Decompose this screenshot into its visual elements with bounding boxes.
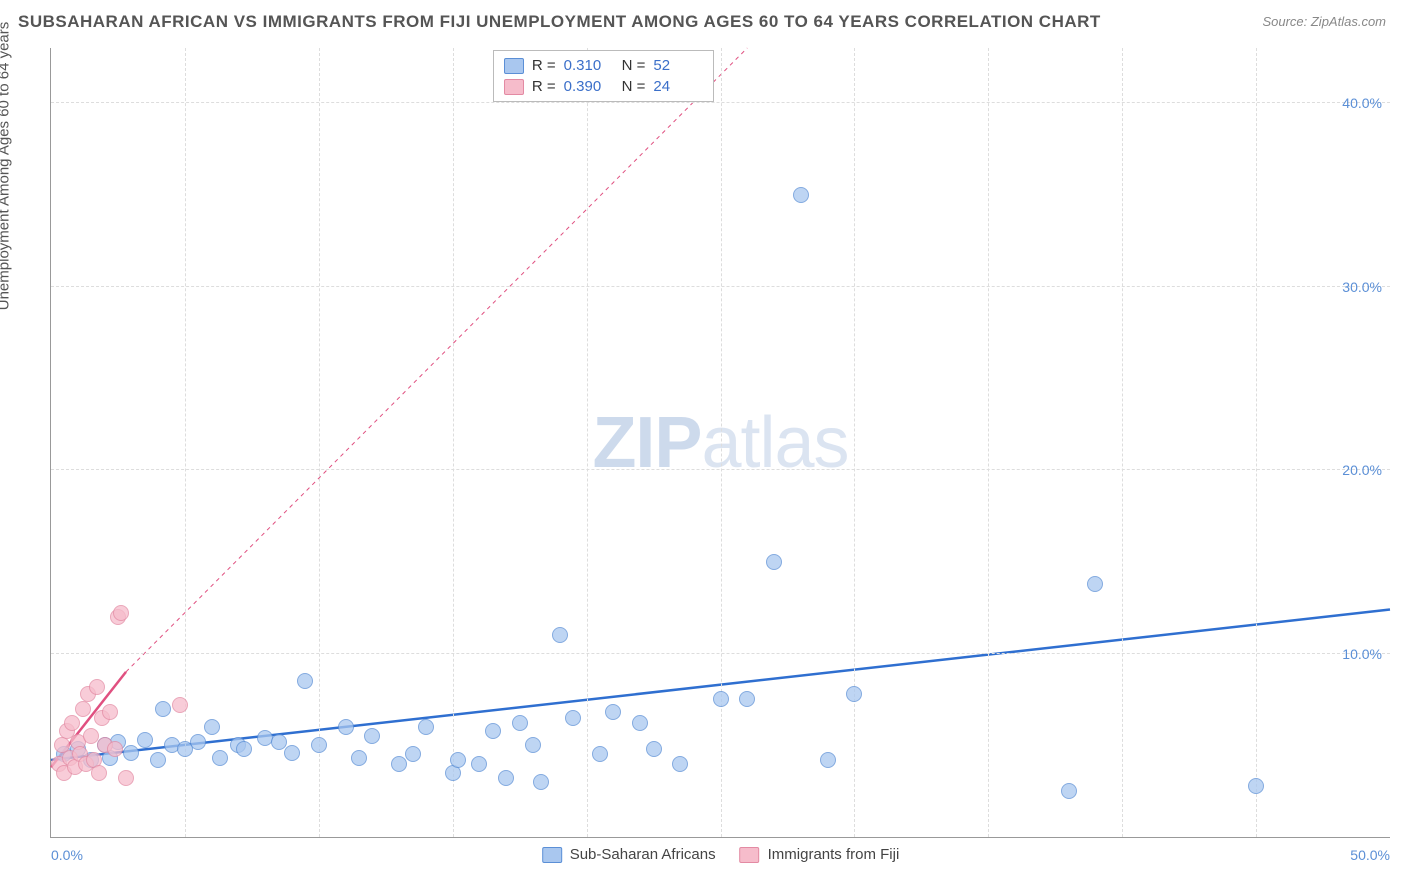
gridline-v	[854, 48, 855, 837]
scatter-point	[766, 554, 782, 570]
scatter-point	[552, 627, 568, 643]
scatter-point	[91, 765, 107, 781]
gridline-v	[1256, 48, 1257, 837]
scatter-point	[364, 728, 380, 744]
gridline-v	[988, 48, 989, 837]
scatter-point	[713, 691, 729, 707]
scatter-point	[212, 750, 228, 766]
legend-n-label: N =	[622, 78, 646, 95]
scatter-point	[605, 704, 621, 720]
scatter-point	[418, 719, 434, 735]
scatter-point	[351, 750, 367, 766]
y-axis-label: Unemployment Among Ages 60 to 64 years	[0, 22, 13, 311]
scatter-point	[646, 741, 662, 757]
scatter-point	[485, 723, 501, 739]
scatter-point	[820, 752, 836, 768]
scatter-point	[284, 745, 300, 761]
legend-series-name: Immigrants from Fiji	[768, 846, 900, 863]
legend-series-name: Sub-Saharan Africans	[570, 846, 716, 863]
legend-r-value: 0.390	[564, 78, 614, 95]
scatter-point	[107, 741, 123, 757]
y-tick-label: 30.0%	[1342, 279, 1382, 295]
legend-swatch	[542, 847, 562, 863]
legend-n-value: 24	[653, 78, 703, 95]
chart-title: SUBSAHARAN AFRICAN VS IMMIGRANTS FROM FI…	[18, 12, 1101, 32]
scatter-point	[1087, 576, 1103, 592]
legend-swatch	[504, 58, 524, 74]
scatter-point	[592, 746, 608, 762]
scatter-point	[297, 673, 313, 689]
gridline-v	[1122, 48, 1123, 837]
scatter-point	[1248, 778, 1264, 794]
scatter-point	[64, 715, 80, 731]
scatter-point	[271, 734, 287, 750]
scatter-point	[405, 746, 421, 762]
scatter-point	[204, 719, 220, 735]
scatter-point	[565, 710, 581, 726]
gridline-v	[453, 48, 454, 837]
scatter-point	[172, 697, 188, 713]
legend-correlation-box: R = 0.310 N = 52 R = 0.390 N = 24	[493, 50, 715, 102]
legend-series-item: Sub-Saharan Africans	[542, 846, 716, 863]
y-tick-label: 40.0%	[1342, 95, 1382, 111]
legend-r-value: 0.310	[564, 57, 614, 74]
gridline-v	[319, 48, 320, 837]
gridline-v	[587, 48, 588, 837]
scatter-point	[75, 701, 91, 717]
y-tick-label: 20.0%	[1342, 462, 1382, 478]
legend-series: Sub-Saharan Africans Immigrants from Fiji	[542, 846, 900, 863]
trend-line-extension	[126, 48, 747, 672]
legend-n-value: 52	[653, 57, 703, 74]
scatter-point	[113, 605, 129, 621]
legend-series-item: Immigrants from Fiji	[740, 846, 900, 863]
scatter-point	[155, 701, 171, 717]
watermark-bold: ZIP	[592, 403, 701, 483]
legend-row: R = 0.310 N = 52	[504, 55, 704, 76]
scatter-point	[1061, 783, 1077, 799]
legend-n-label: N =	[622, 57, 646, 74]
legend-r-label: R =	[532, 78, 556, 95]
scatter-point	[118, 770, 134, 786]
source-label: Source: ZipAtlas.com	[1262, 14, 1386, 29]
legend-swatch	[740, 847, 760, 863]
scatter-point	[137, 732, 153, 748]
scatter-point	[89, 679, 105, 695]
legend-row: R = 0.390 N = 24	[504, 76, 704, 97]
x-tick-label: 50.0%	[1350, 847, 1390, 863]
legend-r-label: R =	[532, 57, 556, 74]
scatter-point	[525, 737, 541, 753]
y-tick-label: 10.0%	[1342, 646, 1382, 662]
scatter-point	[123, 745, 139, 761]
scatter-point	[150, 752, 166, 768]
scatter-point	[338, 719, 354, 735]
legend-swatch	[504, 79, 524, 95]
scatter-point	[739, 691, 755, 707]
scatter-point	[236, 741, 252, 757]
scatter-point	[311, 737, 327, 753]
x-tick-label: 0.0%	[51, 847, 83, 863]
scatter-point	[793, 187, 809, 203]
scatter-point	[498, 770, 514, 786]
gridline-v	[185, 48, 186, 837]
scatter-point	[672, 756, 688, 772]
scatter-point	[512, 715, 528, 731]
scatter-point	[632, 715, 648, 731]
plot-area: ZIPatlas R =0.310N =52R =0.390N =24 Sub-…	[50, 48, 1390, 838]
scatter-point	[450, 752, 466, 768]
scatter-point	[533, 774, 549, 790]
scatter-point	[190, 734, 206, 750]
scatter-point	[846, 686, 862, 702]
scatter-point	[102, 704, 118, 720]
scatter-point	[471, 756, 487, 772]
gridline-v	[721, 48, 722, 837]
watermark-light: atlas	[701, 403, 848, 483]
